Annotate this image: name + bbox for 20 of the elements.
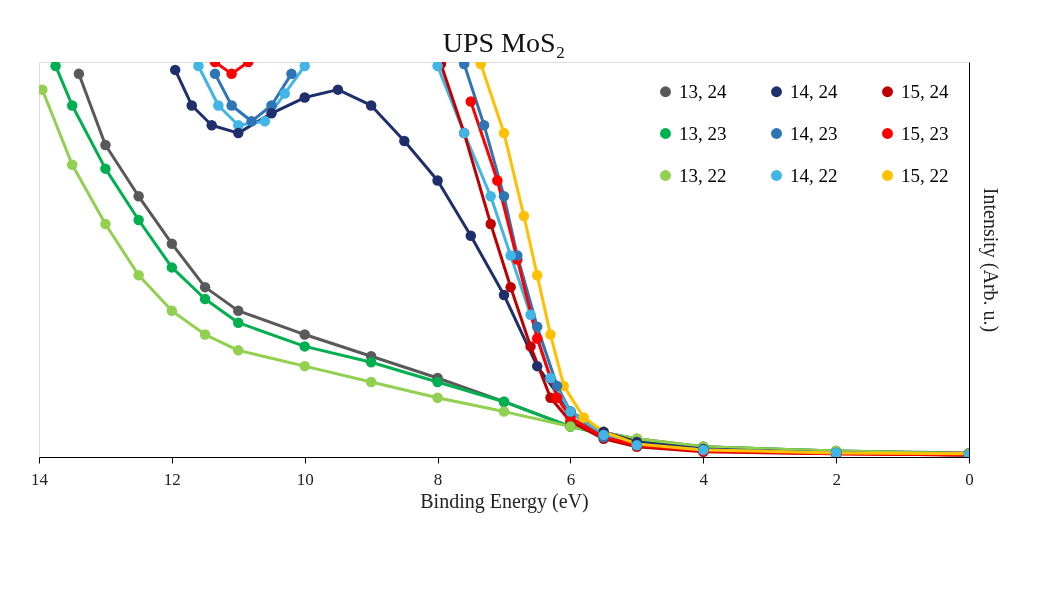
x-tick-label: 6 [566,469,576,489]
x-tick-label: 14 [31,469,49,489]
x-tick-label: 12 [163,469,181,489]
x-tick-label: 4 [699,469,709,489]
legend-label: 13, 23 [679,122,727,144]
legend-label: 15, 23 [901,122,949,144]
legend-label: 14, 22 [790,164,838,186]
x-tick-label: 2 [832,469,841,489]
legend-label: 15, 22 [901,164,949,186]
x-tick-label: 0 [965,469,974,489]
legend-label: 15, 24 [901,80,949,102]
y-axis-title: Intensity (Arb. u.) [978,187,1002,333]
legend-label: 14, 23 [790,122,838,144]
legend-label: 13, 24 [679,80,727,102]
x-tick-label: 10 [296,469,314,489]
x-axis-title: Binding Energy (eV) [420,489,589,513]
chart-title: UPS MoS₂ [442,27,566,58]
legend-label: 14, 24 [790,80,838,102]
legend-label: 13, 22 [679,164,727,186]
x-tick-label: 8 [433,469,443,489]
